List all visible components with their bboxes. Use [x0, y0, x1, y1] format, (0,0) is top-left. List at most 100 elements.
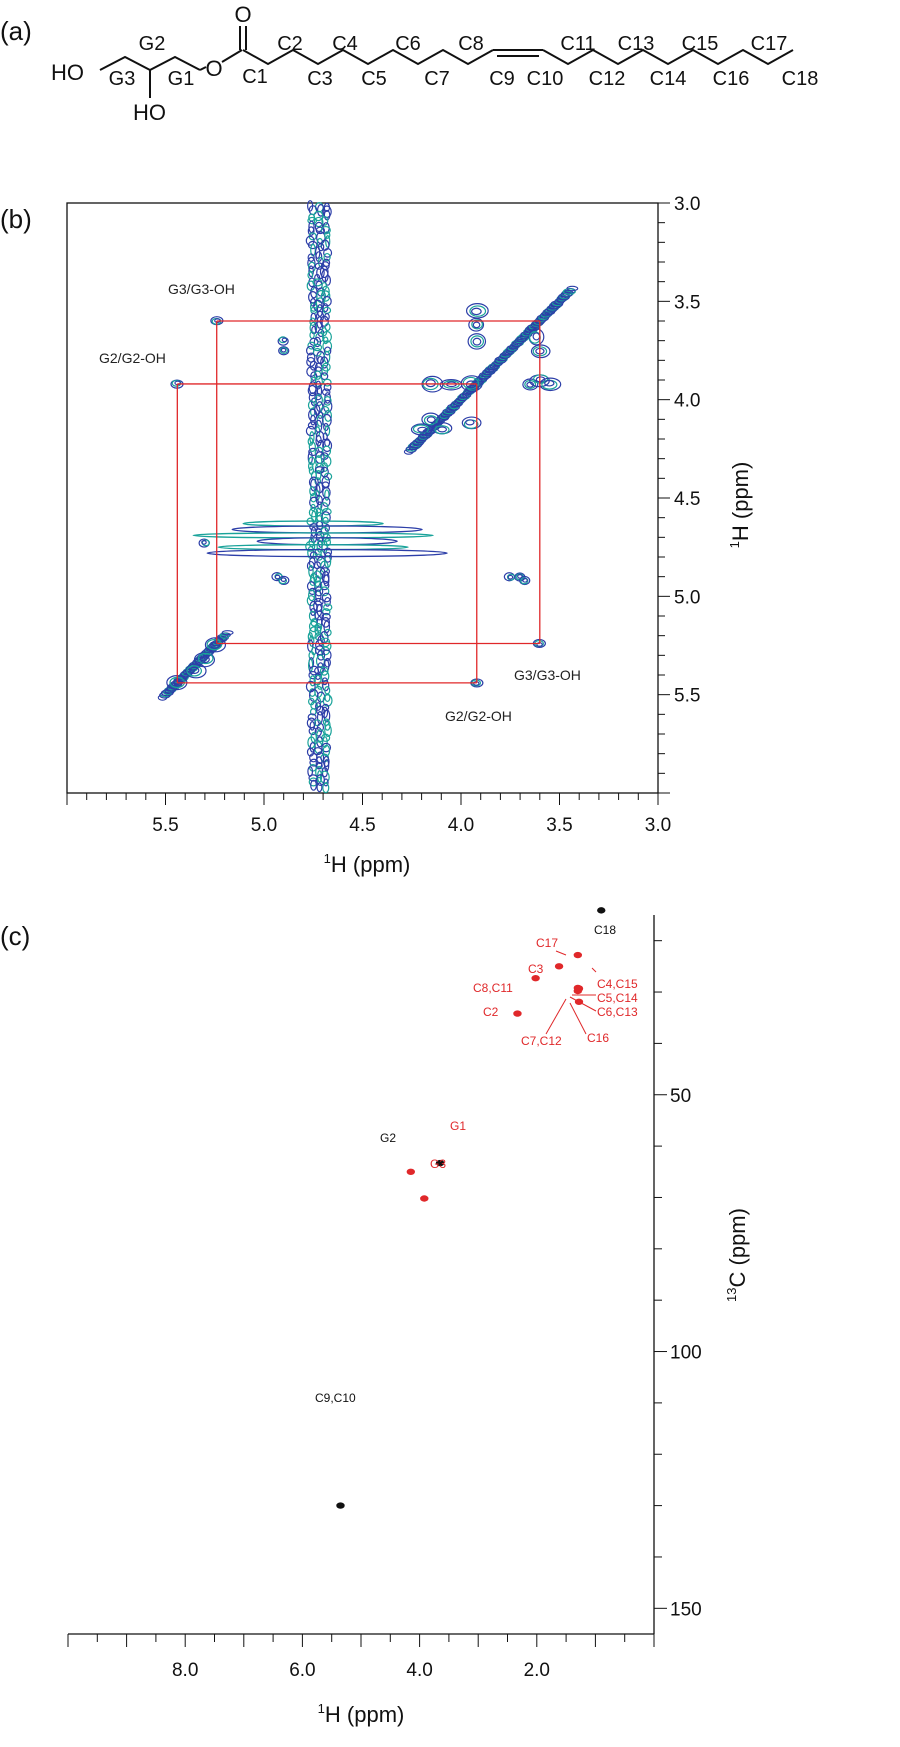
- water-ridge-contour: [316, 203, 325, 217]
- cross-peak-contour: [544, 379, 555, 387]
- cross-peak-contour: [437, 426, 448, 433]
- cross-peak-contour: [426, 416, 436, 424]
- cross-peak-contour: [410, 423, 433, 436]
- water-ridge-contour: [320, 225, 331, 235]
- g1-o-bond: [199, 66, 207, 71]
- atom-o-ester: O: [205, 56, 222, 81]
- cross-peak-contour: [471, 319, 483, 330]
- water-ridge-contour: [309, 523, 319, 531]
- diagonal-contour: [562, 288, 576, 295]
- y-tick-label: 100: [670, 1343, 702, 1364]
- diagonal-peak-contour: [204, 637, 227, 653]
- water-ridge-contour: [323, 231, 331, 239]
- diagonal-peak-contour: [199, 655, 210, 664]
- water-ridge-contour: [305, 540, 316, 552]
- label-c8: C8: [458, 33, 484, 55]
- water-ridge-contour: [308, 265, 314, 278]
- x-title-superscript: 1: [318, 1701, 325, 1716]
- water-ridge-contour: [309, 721, 315, 731]
- water-ridge-contour: [305, 235, 315, 246]
- diagonal-contour: [221, 630, 234, 636]
- water-ridge-contour: [314, 246, 321, 259]
- label-c9: C9: [489, 68, 515, 90]
- peak-label-c18: C18: [594, 923, 616, 937]
- minor-peak-contour: [281, 337, 288, 343]
- water-ridge-contour: [309, 360, 318, 371]
- water-ridge-contour: [313, 216, 324, 228]
- spectrum-b-plot: [157, 200, 579, 794]
- water-ridge-contour: [307, 408, 318, 422]
- water-ridge-contour: [323, 574, 330, 587]
- spectrum-b-x-title: 1H (ppm): [324, 851, 411, 877]
- water-ridge-contour: [322, 296, 332, 307]
- water-ridge-contour: [313, 210, 324, 222]
- minor-peak-contour: [520, 577, 529, 585]
- water-ridge-contour: [309, 486, 316, 497]
- peak-label-c2: C2: [483, 1005, 499, 1019]
- water-ridge-contour: [321, 736, 328, 748]
- leader-c7c12: [545, 998, 567, 1035]
- water-ridge-contour: [322, 782, 330, 794]
- water-ridge-contour: [309, 317, 316, 327]
- cross-peak-contour: [425, 379, 436, 388]
- water-ridge-contour: [319, 666, 329, 676]
- label-c1: C1: [242, 66, 268, 88]
- minor-peak-contour: [280, 577, 287, 582]
- y-tick-label: 3.5: [674, 292, 700, 313]
- annotation-g3-oh-right: G3/G3-OH: [514, 667, 581, 683]
- water-ridge-contour: [322, 679, 330, 692]
- water-ridge-contour: [316, 266, 325, 280]
- peak-g3: [435, 1159, 445, 1167]
- leader-c16: [569, 1002, 587, 1035]
- water-ridge-contour: [322, 439, 333, 453]
- cross-peak-contour: [417, 426, 428, 433]
- water-ridge-contour: [308, 441, 316, 453]
- peak-label-c16: C16: [587, 1031, 609, 1045]
- water-ridge-contour: [314, 580, 323, 593]
- spectrum-c-leader-lines: [545, 950, 597, 1035]
- x-title-superscript: 1: [324, 851, 331, 866]
- water-ridge-contour: [310, 371, 318, 381]
- cross-peak-contour: [462, 376, 480, 390]
- water-ridge-contour: [309, 665, 320, 676]
- water-ridge-contour: [323, 396, 332, 406]
- x-tick-label: 4.5: [349, 815, 375, 836]
- water-ridge-contour: [314, 610, 325, 621]
- water-ridge-contour: [323, 209, 331, 221]
- label-c17: C17: [751, 33, 788, 55]
- y-title-text: H (ppm): [728, 462, 753, 541]
- x-title-text: H (ppm): [325, 1702, 404, 1727]
- water-ridge-contour: [324, 274, 331, 286]
- spectrum-c-peak-labels: C18 C17 C3 C8,C11 C2 C4,C15 C5,C14 C6,C1…: [315, 923, 638, 1405]
- peak-label-c6c13: C6,C13: [597, 1005, 638, 1019]
- label-g1: G1: [168, 68, 195, 90]
- water-ridge-contour: [322, 608, 331, 616]
- label-c6: C6: [395, 33, 421, 55]
- minor-peak-contour: [279, 347, 289, 354]
- minor-peak-contour: [274, 574, 281, 580]
- o-c1-bond: [221, 49, 243, 63]
- leader-c4c15: [591, 967, 597, 973]
- label-c5: C5: [361, 68, 387, 90]
- water-ridge-contour: [322, 496, 331, 507]
- water-ridge-contour: [314, 466, 325, 474]
- peak-g2: [420, 1195, 429, 1202]
- water-ridge-contour: [307, 253, 315, 262]
- spectrum-c-y-title: 13C (ppm): [724, 1208, 750, 1302]
- peak-c7-c12: [573, 984, 583, 992]
- diagonal-peak-contour: [186, 665, 202, 677]
- water-ridge-contour: [314, 726, 322, 737]
- peak-c3: [554, 963, 564, 970]
- cross-peak-contour: [467, 333, 487, 350]
- molecule-bonds: [99, 26, 794, 98]
- minor-peak-contour: [201, 540, 207, 545]
- diagonal-peak-contour: [189, 666, 200, 675]
- water-ridge-contour: [321, 612, 331, 621]
- water-ridge-contour: [321, 592, 332, 603]
- label-c15: C15: [682, 33, 719, 55]
- water-ridge-contour: [324, 693, 331, 703]
- water-ridge-contour: [307, 341, 316, 350]
- x-tick-label: 8.0: [172, 1660, 198, 1681]
- water-ridge-contour: [324, 489, 330, 501]
- water-ridge-contour: [321, 388, 331, 396]
